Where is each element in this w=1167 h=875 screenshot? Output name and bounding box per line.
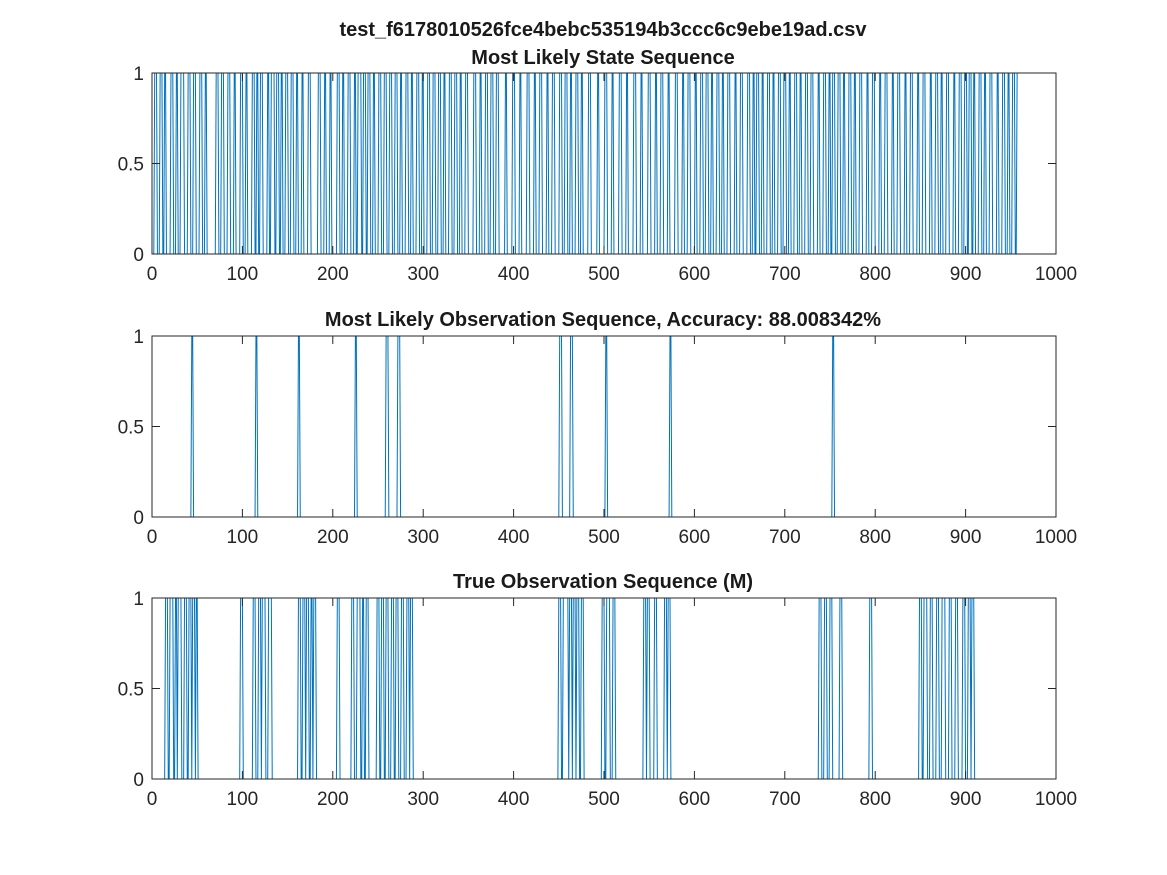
x-tick-label: 700 (769, 527, 801, 548)
x-tick-label: 0 (147, 527, 158, 548)
x-tick-label: 400 (498, 527, 530, 548)
x-tick-label: 400 (498, 789, 530, 810)
x-tick-label: 600 (679, 789, 711, 810)
y-tick-label: 0 (133, 508, 144, 529)
y-tick-label: 0.5 (118, 418, 144, 439)
x-tick-label: 800 (859, 264, 891, 285)
subplot-observation-sequence: Most Likely Observation Sequence, Accura… (118, 309, 1078, 548)
x-tick-label: 100 (227, 264, 259, 285)
x-tick-label: 0 (147, 789, 158, 810)
x-tick-label: 900 (950, 527, 982, 548)
x-tick-label: 200 (317, 527, 349, 548)
y-tick-label: 1 (133, 589, 144, 610)
y-tick-label: 1 (133, 327, 144, 348)
x-tick-label: 1000 (1035, 789, 1077, 810)
y-tick-label: 0 (133, 770, 144, 791)
subplot-1-title: Most Likely State Sequence (471, 47, 734, 69)
x-tick-label: 200 (317, 789, 349, 810)
y-tick-label: 0 (133, 245, 144, 266)
x-tick-label: 800 (859, 789, 891, 810)
subplot-2-title: Most Likely Observation Sequence, Accura… (325, 309, 881, 331)
x-tick-label: 300 (407, 264, 439, 285)
subplot-true-observation-sequence: True Observation Sequence (M) 0 100 200 300… (118, 571, 1078, 810)
x-tick-label: 900 (950, 264, 982, 285)
x-tick-label: 500 (588, 264, 620, 285)
x-tick-label: 1000 (1035, 527, 1077, 548)
subplot-1-axes: 0 100 200 300 400 500 600 700 800 900 1000 0 0.5 1 (118, 64, 1078, 285)
x-tick-label: 800 (859, 527, 891, 548)
y-tick-label: 0.5 (118, 155, 144, 176)
x-tick-label: 500 (588, 789, 620, 810)
x-tick-label: 400 (498, 264, 530, 285)
y-tick-label: 1 (133, 64, 144, 85)
subplot-2-axes: 0 100 200 300 400 500 600 700 800 900 1000 0 0.5 1 (118, 327, 1078, 548)
x-tick-label: 300 (407, 789, 439, 810)
figure-suptitle: test_f6178010526fce4bebc535194b3ccc6c9eb… (339, 19, 867, 41)
y-tick-label: 0.5 (118, 680, 144, 701)
subplot-3-title: True Observation Sequence (M) (453, 571, 753, 593)
x-tick-label: 100 (227, 527, 259, 548)
x-tick-label: 0 (147, 264, 158, 285)
x-tick-label: 600 (679, 527, 711, 548)
x-tick-label: 700 (769, 264, 801, 285)
x-tick-label: 900 (950, 789, 982, 810)
x-tick-label: 100 (227, 789, 259, 810)
subplot-3-axes: 0 100 200 300 400 500 600 700 800 900 1000 0 0.5 1 (118, 589, 1078, 810)
subplot-state-sequence: Most Likely State Sequence 0 100 200 300 400… (118, 47, 1078, 285)
x-tick-label: 300 (407, 527, 439, 548)
x-tick-label: 600 (679, 264, 711, 285)
x-tick-label: 700 (769, 789, 801, 810)
x-tick-label: 200 (317, 264, 349, 285)
x-tick-label: 1000 (1035, 264, 1077, 285)
x-tick-label: 500 (588, 527, 620, 548)
